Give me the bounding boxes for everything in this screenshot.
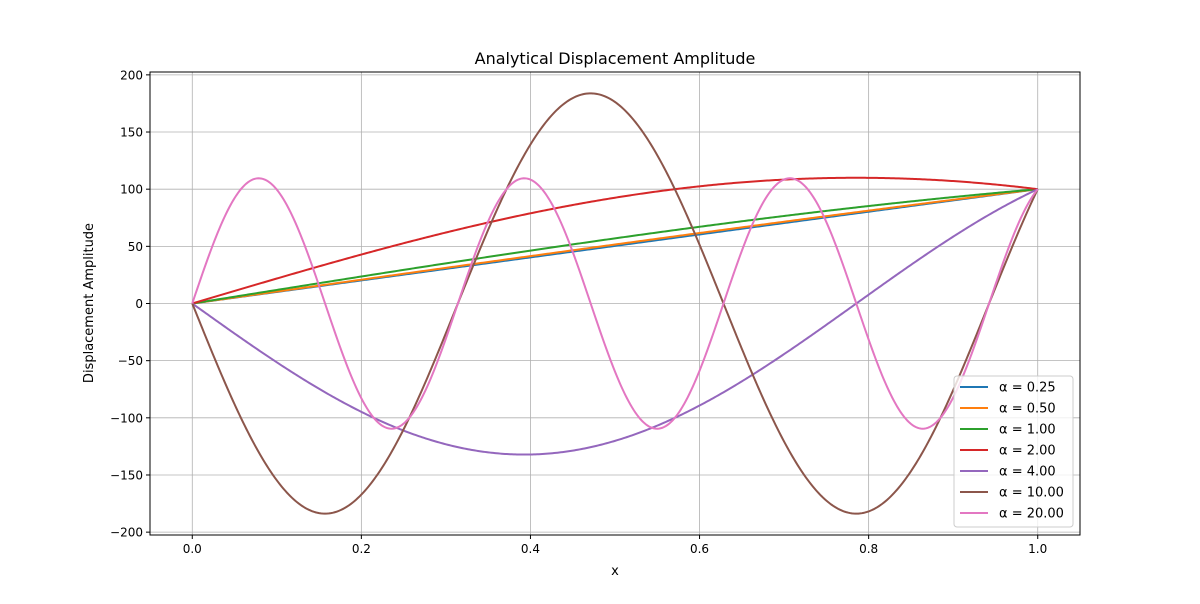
y-tick-label: −50: [118, 354, 143, 368]
legend: α = 0.25 α = 0.50 α = 1.00 α = 2.00 α = 4.00…: [953, 375, 1074, 528]
y-tick-label: −100: [110, 411, 143, 425]
legend-label: α = 10.00: [999, 486, 1064, 501]
x-tick-label: 0.2: [352, 542, 371, 556]
series-line: [191, 176, 1038, 305]
x-tick-label: 0.6: [690, 542, 709, 556]
legend-label: α = 4.00: [999, 465, 1056, 480]
series-lines: [191, 92, 1039, 515]
series-line: [192, 188, 1038, 305]
y-tick-label: 0: [135, 297, 143, 311]
legend-label: α = 0.50: [999, 402, 1056, 417]
series-line: [191, 92, 1039, 515]
y-tick-label: 200: [120, 68, 143, 82]
y-tick-label: −150: [110, 468, 143, 482]
grid: [150, 72, 1080, 535]
y-tick-label: −200: [110, 526, 143, 540]
y-tick-label: 150: [120, 126, 143, 140]
x-tick-label: 0.8: [859, 542, 878, 556]
series-line: [191, 188, 1039, 456]
x-tick-label: 1.0: [1028, 542, 1047, 556]
ticks: 0.0 0.2 0.4 0.6 0.8 1.0 −200 −150 −100 −50 0 50 100 1…: [110, 68, 1047, 556]
legend-label: α = 1.00: [999, 423, 1056, 438]
y-tick-label: 50: [128, 240, 143, 254]
chart-title: Analytical Displacement Amplitude: [475, 49, 756, 68]
y-tick-label: 100: [120, 183, 143, 197]
legend-label: α = 0.25: [999, 381, 1056, 396]
x-tick-label: 0.4: [521, 542, 540, 556]
legend-label: α = 2.00: [999, 444, 1056, 459]
y-axis-label: Displacement Amplitude: [82, 223, 97, 383]
plot-frame: [149, 71, 1081, 536]
x-axis-label: x: [611, 564, 619, 579]
legend-label: α = 20.00: [999, 507, 1064, 522]
legend-box: [953, 375, 1074, 528]
x-tick-label: 0.0: [183, 542, 202, 556]
series-line: [191, 177, 1039, 430]
series-line: [192, 188, 1038, 305]
